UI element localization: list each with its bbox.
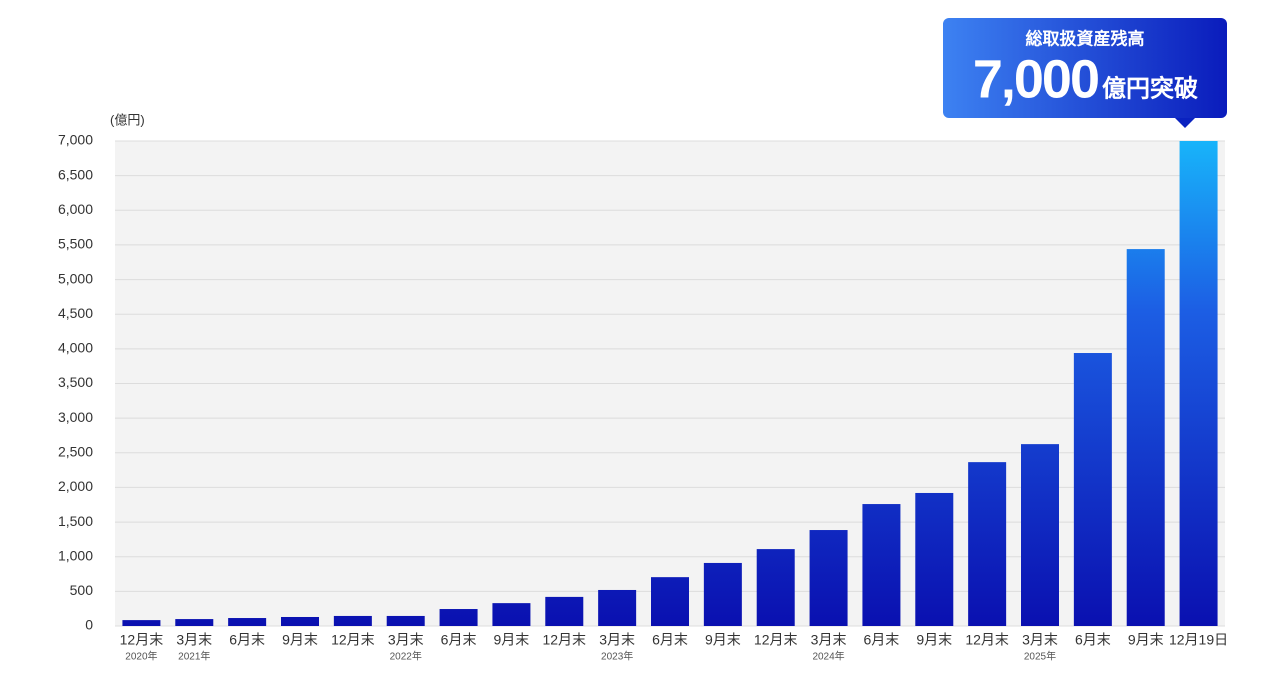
x-year-label: 2022年 [390, 650, 422, 663]
callout-suffix: 億円突破 [1102, 74, 1198, 102]
callout: 総取扱資産残高 7,000 億円突破 [943, 18, 1227, 128]
y-tick-label: 0 [85, 617, 93, 633]
bar [862, 504, 901, 626]
x-tick-label: 12月末 [120, 632, 164, 648]
y-tick-label: 1,000 [58, 547, 93, 563]
x-year-label: 2023年 [601, 650, 633, 663]
x-year-label: 2024年 [812, 650, 844, 663]
x-tick-label: 3月末 [388, 632, 424, 648]
x-tick-label: 12月19日 [1169, 632, 1228, 648]
bar [1179, 141, 1218, 626]
bar [756, 549, 795, 626]
x-year-label: 2025年 [1024, 650, 1056, 663]
y-tick-label: 4,000 [58, 340, 93, 356]
x-tick-label: 3月末 [811, 632, 847, 648]
callout-title: 総取扱資産残高 [1026, 28, 1145, 48]
x-year-label: 2020年 [125, 650, 157, 663]
x-tick-label: 3月末 [599, 632, 635, 648]
callout-box [943, 18, 1227, 118]
x-tick-label: 6月末 [652, 632, 688, 648]
y-tick-label: 4,500 [58, 305, 93, 321]
y-tick-label: 6,000 [58, 201, 93, 217]
x-tick-label: 3月末 [1022, 632, 1058, 648]
y-unit: (億円) [110, 112, 145, 127]
callout-amount: 7,000 [973, 49, 1098, 109]
bar [703, 562, 742, 626]
x-tick-label: 12月末 [331, 632, 375, 648]
bar [598, 589, 637, 626]
bar [175, 619, 214, 626]
x-tick-label: 12月末 [754, 632, 798, 648]
x-tick-label: 9月末 [705, 632, 741, 648]
bar [809, 530, 848, 626]
x-tick-label: 9月末 [916, 632, 952, 648]
y-tick-label: 1,500 [58, 513, 93, 529]
bar [1126, 249, 1165, 627]
y-tick-label: 7,000 [58, 132, 93, 148]
bar [545, 596, 584, 626]
x-tick-label: 12月末 [965, 632, 1009, 648]
bar [281, 616, 319, 626]
x-tick-label: 6月末 [441, 632, 477, 648]
bar [915, 492, 954, 626]
y-tick-label: 5,000 [58, 270, 93, 286]
bar [333, 615, 372, 626]
x-tick-label: 6月末 [1075, 632, 1111, 648]
bar [439, 609, 478, 626]
bar [651, 577, 689, 626]
x-tick-label: 3月末 [176, 632, 212, 648]
x-tick-label: 12月末 [542, 632, 586, 648]
bar [1073, 353, 1112, 626]
x-tick-label: 9月末 [494, 632, 530, 648]
y-tick-label: 5,500 [58, 236, 93, 252]
bar [122, 620, 161, 626]
x-tick-label: 9月末 [282, 632, 318, 648]
callout-pointer [1175, 118, 1195, 128]
y-tick-label: 3,000 [58, 409, 93, 425]
bar [386, 615, 425, 626]
x-tick-label: 6月末 [864, 632, 900, 648]
x-year-label: 2021年 [178, 650, 210, 663]
x-tick-label: 6月末 [229, 632, 265, 648]
y-tick-label: 2,500 [58, 443, 93, 459]
bar [1021, 444, 1059, 626]
y-tick-label: 2,000 [58, 478, 93, 494]
x-tick-label: 9月末 [1128, 632, 1164, 648]
y-tick-label: 3,500 [58, 374, 93, 390]
y-tick-label: 6,500 [58, 166, 93, 182]
y-tick-label: 500 [70, 582, 94, 598]
bar [968, 462, 1007, 626]
bar [492, 603, 531, 626]
bar [228, 618, 267, 626]
